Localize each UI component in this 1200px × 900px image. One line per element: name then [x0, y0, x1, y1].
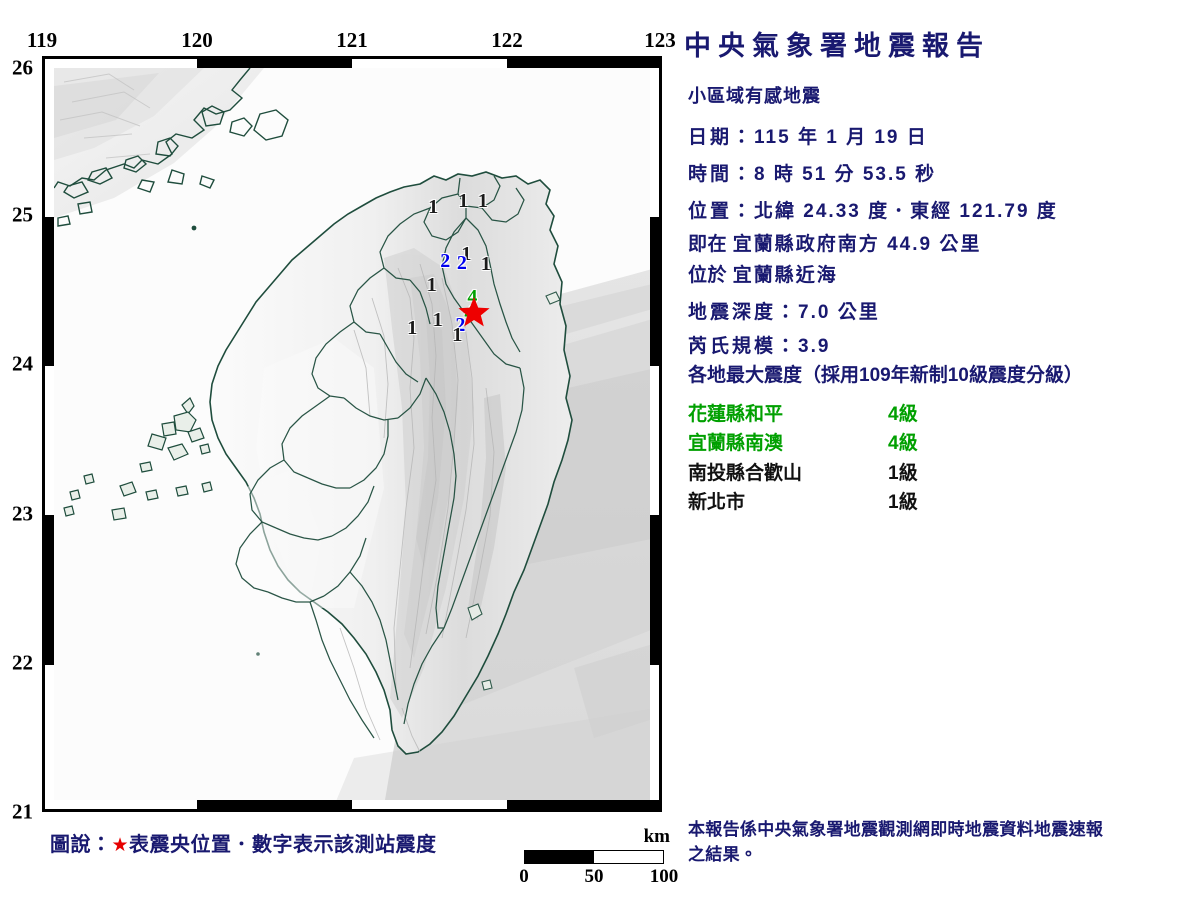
- intensity-row: 宜蘭縣南澳 4級: [688, 432, 1048, 461]
- station-intensity-marker: 1: [452, 324, 463, 347]
- lat-tick-26: 26: [12, 55, 33, 80]
- station-intensity-marker: 2: [456, 251, 467, 274]
- station-intensity-marker: 1: [428, 195, 439, 218]
- lat-tick-22: 22: [12, 650, 33, 675]
- detail-position: 位置：北緯 24.33 度．東經 121.79 度: [688, 196, 1058, 223]
- report-info-panel: 中央氣象署地震報告 小區域有感地震 日期：115 年 1 月 19 日 時間：8…: [680, 0, 1200, 900]
- station-intensity-marker: 1: [426, 273, 437, 296]
- date-label: 日期：: [688, 127, 755, 148]
- station-intensity-marker: 2: [440, 250, 451, 273]
- frame-band-left-2: [45, 515, 54, 665]
- station-intensity-marker: 1: [458, 189, 469, 212]
- taiwan-map-graphic: [54, 68, 650, 800]
- epicenter-star-icon: [457, 295, 491, 333]
- station-intensity-marker: 1: [461, 242, 472, 265]
- lat-tick-21: 21: [12, 799, 33, 824]
- time-value: 8 時 51 分 53.5 秒: [754, 164, 937, 185]
- cwa-logo: [605, 807, 659, 809]
- lat-tick-25: 25: [12, 202, 33, 227]
- region-value: 宜蘭縣近海: [732, 265, 838, 286]
- station-intensity-marker: 1: [480, 253, 491, 276]
- map-legend: 圖說：★表震央位置．數字表示該測站震度 km 0 50 100: [44, 826, 678, 888]
- intensity-section-header: 各地最大震度（採用109年新制10級震度分級）: [688, 365, 1083, 386]
- scale-bar-graphic: [524, 850, 664, 864]
- region-label: 位於: [688, 265, 728, 286]
- intensity-place: 新北市: [688, 491, 746, 513]
- frame-band-top-2: [507, 59, 659, 68]
- time-label: 時間：: [688, 164, 755, 185]
- frame-band-right-1: [650, 217, 659, 366]
- footer-note: 本報告係中央氣象署地震觀測網即時地震資料地震速報之結果。: [688, 820, 1104, 864]
- report-subtitle: 小區域有感地震: [688, 86, 821, 106]
- relative-value: 宜蘭縣政府南方 44.9 公里: [732, 234, 982, 255]
- legend-caption: 圖說：★表震央位置．數字表示該測站震度: [50, 828, 437, 857]
- frame-band-left-1: [45, 217, 54, 366]
- frame-band-right-2: [650, 515, 659, 665]
- lat-tick-24: 24: [12, 351, 33, 376]
- lat-tick-23: 23: [12, 501, 33, 526]
- intensity-row: 花蓮縣和平 4級: [688, 403, 1048, 432]
- page-title: 中央氣象署地震報告: [684, 31, 990, 61]
- scale-bar-filled-half: [525, 851, 594, 863]
- relative-label: 即在: [688, 234, 728, 255]
- magnitude-value: 3.9: [798, 336, 831, 357]
- intensity-level: 1級: [888, 491, 918, 513]
- detail-date: 日期：115 年 1 月 19 日: [688, 122, 928, 149]
- detail-depth: 地震深度：7.0 公里: [688, 297, 880, 324]
- position-label: 位置：: [688, 201, 755, 222]
- station-intensity-marker: 4: [467, 285, 478, 308]
- intensity-table: 花蓮縣和平 4級 宜蘭縣南澳 4級 南投縣合歡山 1級 新北市 1級: [688, 403, 1048, 520]
- depth-label: 地震深度：: [688, 302, 799, 323]
- detail-region: 位於 宜蘭縣近海: [688, 260, 838, 287]
- intensity-level: 4級: [888, 433, 918, 455]
- detail-magnitude: 芮氏規模：3.9: [688, 331, 830, 358]
- detail-time: 時間：8 時 51 分 53.5 秒: [688, 159, 936, 186]
- station-intensity-marker: 1: [432, 309, 443, 332]
- scale-tick-0: 0: [519, 866, 529, 887]
- lon-tick-121: 121: [336, 28, 368, 52]
- lon-tick-123: 123: [644, 28, 676, 52]
- intensity-place: 宜蘭縣南澳: [688, 433, 784, 455]
- legend-description: 表震央位置．數字表示該測站震度: [129, 834, 437, 856]
- frame-band-bottom-1: [197, 800, 352, 809]
- intensity-level: 4級: [888, 404, 918, 425]
- position-value: 北緯 24.33 度．東經 121.79 度: [754, 201, 1058, 222]
- legend-prefix: 圖說：: [50, 834, 112, 856]
- intensity-row: 新北市 1級: [688, 491, 1048, 520]
- map-frame: 11112211441121: [42, 56, 662, 812]
- magnitude-label: 芮氏規模：: [688, 336, 799, 357]
- scale-unit-label: km: [643, 826, 670, 847]
- map-panel: 119 120 121 122 123 26 25 24 23 22 21: [12, 28, 678, 888]
- frame-band-bottom-2: [507, 800, 659, 809]
- lon-tick-122: 122: [491, 28, 523, 52]
- frame-band-top-1: [197, 59, 352, 68]
- legend-star-icon: ★: [111, 835, 130, 856]
- lon-tick-119: 119: [26, 28, 58, 52]
- station-intensity-marker: 2: [455, 313, 466, 336]
- intensity-level: 1級: [888, 462, 918, 484]
- detail-relative-location: 即在 宜蘭縣政府南方 44.9 公里: [688, 229, 981, 256]
- intensity-place: 南投縣合歡山: [688, 462, 803, 484]
- lon-tick-120: 120: [181, 28, 213, 52]
- intensity-row: 南投縣合歡山 1級: [688, 462, 1048, 491]
- depth-value: 7.0 公里: [798, 302, 880, 323]
- station-intensity-marker: 1: [477, 189, 488, 212]
- date-value: 115 年 1 月 19 日: [754, 127, 928, 148]
- scale-tick-50: 50: [584, 866, 604, 887]
- station-intensity-marker: 1: [407, 316, 418, 339]
- intensity-place: 花蓮縣和平: [688, 404, 784, 425]
- scale-tick-100: 100: [649, 866, 679, 887]
- map-canvas: 11112211441121: [54, 68, 650, 800]
